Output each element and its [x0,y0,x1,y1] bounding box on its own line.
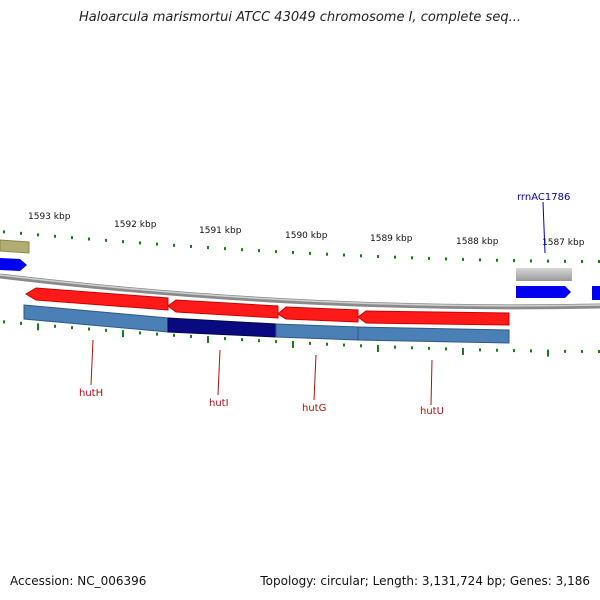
cds-hutG[interactable] [277,306,359,323]
hutU-pointer [430,359,433,406]
ruler-label-1593: 1593 kbp [28,212,71,222]
ruler-label-1590: 1590 kbp [285,231,328,241]
gene-label-hutU: hutU [420,406,444,417]
rrnac1786-pointer [542,201,546,254]
cds-hutU[interactable] [357,310,510,326]
rrna-feature[interactable] [516,268,572,281]
feature-label-rrnac1786: rrnAC1786 [517,192,570,203]
cds-hutH[interactable] [25,287,169,311]
ruler-label-1588: 1588 kbp [456,237,499,247]
accession-label: Accession: NC_006396 [10,574,147,588]
genome-backbone [0,273,600,310]
olive-feature[interactable] [0,239,30,254]
hutG-pointer [313,354,317,401]
gene-label-hutH: hutH [79,388,103,399]
map-title: Haloarcula marismortui ATCC 43049 chromo… [79,10,521,25]
ruler-label-1587: 1587 kbp [542,238,585,248]
blue-arrow-left[interactable] [0,258,27,271]
hutH-pointer [90,339,94,386]
ruler-label-1591: 1591 kbp [199,226,242,236]
gene-hutG[interactable] [275,323,359,341]
gene-hutU[interactable] [357,326,510,344]
gene-hutH[interactable] [23,304,169,333]
hutI-pointer [217,349,221,396]
gene-hutI[interactable] [167,317,277,338]
gene-label-hutI: hutI [209,398,229,409]
ruler-label-1592: 1592 kbp [114,220,157,230]
genome-summary: Topology: circular; Length: 3,131,724 bp… [260,574,590,588]
ruler-ticks-outer [3,230,600,263]
gene-label-hutG: hutG [302,403,326,414]
ruler-label-1589: 1589 kbp [370,234,413,244]
cds-hutI[interactable] [167,299,279,319]
blue-arrow-right-edge[interactable] [592,286,600,300]
blue-arrow-rrna[interactable] [516,286,571,298]
ruler-ticks-inner [3,320,600,357]
